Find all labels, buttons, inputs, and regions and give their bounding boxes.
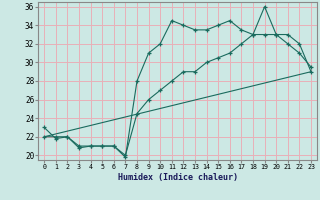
X-axis label: Humidex (Indice chaleur): Humidex (Indice chaleur)	[118, 173, 238, 182]
